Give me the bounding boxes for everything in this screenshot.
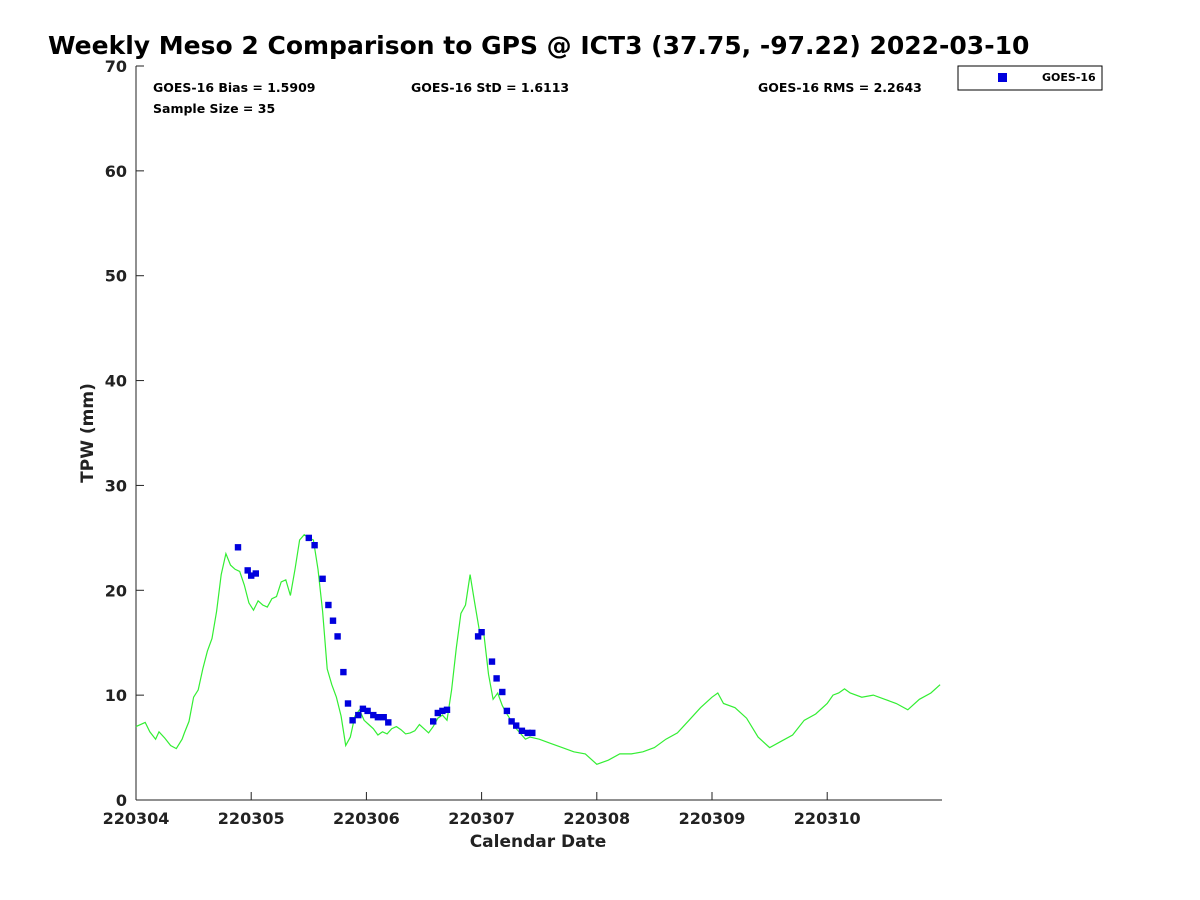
goes16-point (385, 719, 392, 726)
std-stat: GOES-16 StD = 1.6113 (411, 80, 569, 95)
goes16-point (364, 707, 371, 715)
x-tick-label: 220306 (333, 809, 400, 828)
legend-box (957, 65, 1103, 91)
gps-series-line (135, 533, 941, 765)
goes16-point (325, 601, 332, 609)
goes16-point (234, 544, 242, 551)
y-tick-label: 40 (105, 372, 127, 391)
goes16-point (349, 717, 356, 724)
goes16-point (248, 572, 255, 579)
goes16-point (493, 675, 500, 682)
y-axis: 0 10 20 30 40 50 60 70 (105, 57, 144, 810)
y-tick-label: 0 (116, 791, 127, 810)
goes16-point (529, 729, 536, 737)
bias-stat: GOES-16 Bias = 1.5909 (153, 80, 315, 95)
gps-line-layer (135, 533, 941, 765)
goes16-point (478, 629, 485, 636)
legend-marker-goes16 (998, 73, 1007, 82)
goes16-point (355, 711, 362, 719)
goes16-point (508, 718, 515, 725)
y-tick-label: 60 (105, 162, 127, 181)
chart-title: Weekly Meso 2 Comparison to GPS @ ICT3 (… (48, 31, 1029, 60)
goes16-point (499, 688, 506, 696)
goes16-point (488, 658, 496, 665)
y-tick-label: 50 (105, 267, 127, 286)
goes16-point (474, 633, 482, 640)
goes16-point (329, 617, 337, 624)
x-tick-label: 220304 (103, 809, 170, 828)
x-tick-label: 220309 (679, 809, 746, 828)
y-tick-label: 10 (105, 686, 127, 705)
goes16-point (305, 534, 312, 542)
goes16-point (344, 700, 352, 707)
x-axis-label: Calendar Date (470, 832, 607, 852)
x-tick-label: 220308 (563, 809, 630, 828)
rms-stat: GOES-16 RMS = 2.2643 (758, 80, 922, 95)
legend: GOES-16 (957, 65, 1103, 91)
goes16-point (439, 707, 446, 715)
goes16-point (334, 633, 341, 640)
y-axis-label: TPW (mm) (78, 383, 98, 483)
plot-area (136, 66, 942, 800)
goes16-point (430, 718, 437, 725)
x-tick-label: 220310 (794, 809, 861, 828)
y-tick-label: 20 (105, 581, 127, 600)
goes16-point (518, 727, 526, 734)
goes16-point (252, 570, 259, 577)
goes16-point (340, 668, 347, 676)
goes16-point (359, 705, 367, 712)
goes16-point (503, 707, 511, 715)
legend-label-goes16: GOES-16 (1042, 71, 1096, 84)
x-tick-label: 220307 (448, 809, 515, 828)
goes16-point (380, 714, 387, 721)
goes16-point (434, 709, 441, 717)
goes16-point (443, 706, 451, 713)
goes16-point (513, 722, 520, 729)
goes16-point (319, 575, 326, 582)
x-axis: 220304 220305 220306 220307 220308 220309 2203… (103, 792, 942, 828)
goes16-point (374, 714, 382, 721)
x-tick-label: 220305 (218, 809, 285, 828)
goes16-point (524, 729, 531, 737)
sample-size-stat: Sample Size = 35 (153, 101, 275, 116)
y-tick-label: 70 (105, 57, 127, 76)
goes16-point (244, 567, 251, 574)
goes-markers (234, 534, 536, 737)
goes16-point (311, 542, 318, 549)
y-tick-label: 30 (105, 476, 127, 495)
goes16-point (370, 711, 377, 719)
